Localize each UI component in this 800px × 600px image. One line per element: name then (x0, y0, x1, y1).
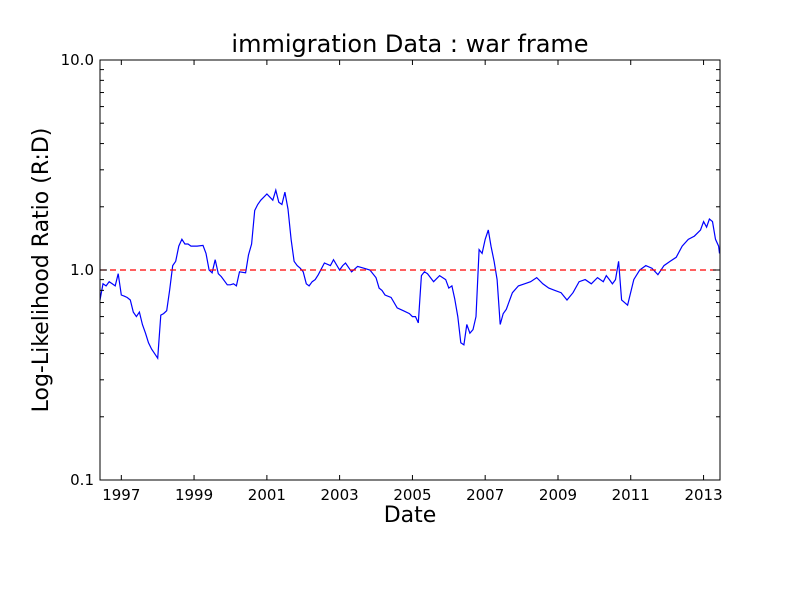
x-tick-label-1997: 1997 (102, 486, 140, 504)
plot-layer (99, 187, 721, 360)
y-tick-label-1.0: 1.0 (70, 261, 94, 279)
x-tick-label-2009: 2009 (539, 486, 577, 504)
x-tick-label-2001: 2001 (248, 486, 286, 504)
x-tick-label-1999: 1999 (175, 486, 213, 504)
x-tick-label-2011: 2011 (612, 486, 650, 504)
chart-title: immigration Data : war frame (231, 30, 588, 58)
x-axis-label: Date (384, 503, 437, 528)
y-tick-label-0.1: 0.1 (70, 471, 94, 489)
ticks-layer: 1997 1999 2001 2003 2005 2007 2009 2011 2013 0.1 1… (61, 51, 723, 504)
y-axis-label: Log-Likelihood Ratio (R:D) (29, 128, 54, 413)
x-tick-label-2013: 2013 (684, 486, 722, 504)
y-tick-label-10.0: 10.0 (61, 51, 94, 69)
x-tick-label-2007: 2007 (466, 486, 504, 504)
x-tick-label-2003: 2003 (321, 486, 359, 504)
series-line-0 (99, 187, 721, 360)
x-tick-label-2005: 2005 (393, 486, 431, 504)
